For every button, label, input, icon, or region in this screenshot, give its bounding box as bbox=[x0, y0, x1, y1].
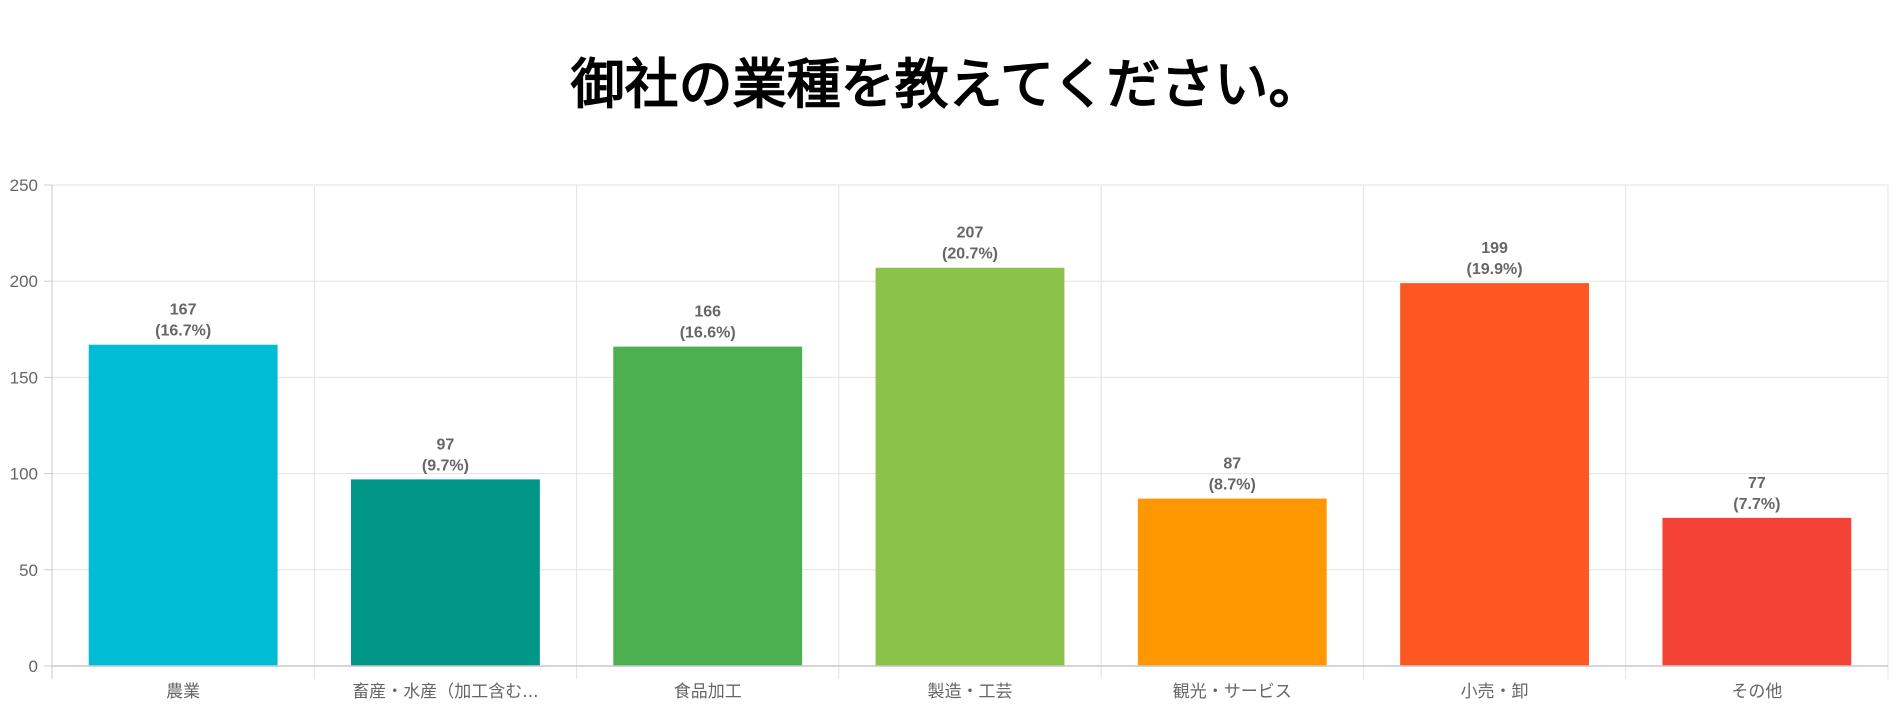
y-tick-label: 100 bbox=[10, 465, 38, 484]
x-category-label: 小売・卸 bbox=[1461, 682, 1529, 702]
data-label-value: 167 bbox=[170, 302, 197, 319]
bar-5 bbox=[1137, 498, 1327, 666]
data-label-percent: (16.6%) bbox=[680, 325, 736, 342]
y-tick-label: 150 bbox=[10, 368, 38, 387]
x-category-label: 農業 bbox=[166, 682, 200, 702]
axes: 0 50 100 150 200 250 農業 畜産・水産（加工含む... 食品加工 製造・工芸 観… bbox=[10, 176, 1888, 702]
data-label-percent: (7.7%) bbox=[1733, 496, 1780, 513]
x-category-label: その他 bbox=[1731, 682, 1782, 702]
data-label-percent: (8.7%) bbox=[1209, 477, 1256, 494]
data-label-percent: (20.7%) bbox=[942, 246, 998, 263]
bar-4 bbox=[875, 267, 1065, 666]
y-tick-label: 0 bbox=[29, 657, 38, 676]
bar-7 bbox=[1662, 517, 1852, 666]
data-label-value: 77 bbox=[1748, 475, 1766, 492]
bar-3 bbox=[613, 346, 803, 666]
data-label-percent: (19.9%) bbox=[1467, 261, 1523, 278]
data-label-percent: (16.7%) bbox=[155, 323, 211, 340]
x-category-label: 観光・サービス bbox=[1173, 682, 1292, 702]
x-category-label: 製造・工芸 bbox=[928, 682, 1013, 702]
x-category-label: 食品加工 bbox=[674, 682, 742, 702]
data-label-value: 207 bbox=[957, 225, 984, 242]
data-labels: 167 (16.7%) 97 (9.7%) 166 (16.6%) 207 (20.7%) 87… bbox=[155, 225, 1780, 513]
bar-2 bbox=[351, 479, 540, 666]
chart-title: 御社の業種を教えてください。 bbox=[570, 53, 1323, 116]
y-tick-label: 200 bbox=[10, 272, 38, 291]
data-label-value: 166 bbox=[694, 304, 721, 321]
y-tick-label: 250 bbox=[10, 176, 38, 195]
bar-6 bbox=[1400, 283, 1589, 666]
data-label-value: 97 bbox=[437, 436, 455, 453]
data-label-value: 199 bbox=[1481, 240, 1508, 257]
bar-1 bbox=[88, 344, 278, 666]
x-category-label: 畜産・水産（加工含む... bbox=[352, 682, 538, 702]
data-label-percent: (9.7%) bbox=[422, 457, 469, 474]
y-tick-label: 50 bbox=[19, 561, 38, 580]
bars bbox=[88, 267, 1852, 666]
data-label-value: 87 bbox=[1223, 456, 1241, 473]
